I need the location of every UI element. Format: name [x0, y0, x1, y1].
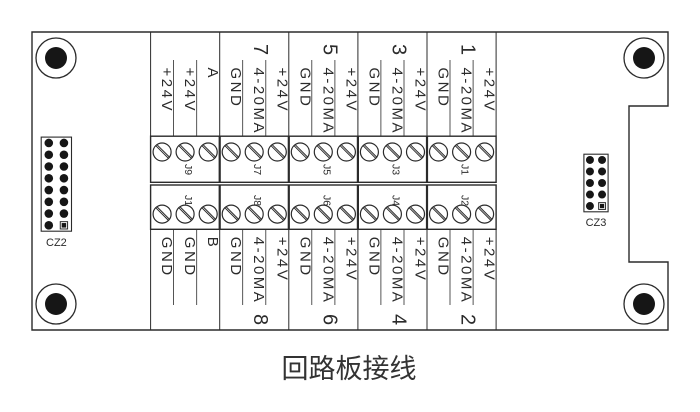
svg-text:4-20MA: 4-20MA	[458, 237, 475, 305]
svg-text:回路板接线: 回路板接线	[282, 354, 417, 384]
svg-text:J1: J1	[459, 164, 471, 175]
svg-text:4-20MA: 4-20MA	[388, 237, 405, 305]
svg-text:4-20MA: 4-20MA	[250, 237, 267, 305]
svg-text:GND: GND	[365, 68, 382, 109]
svg-text:5: 5	[318, 44, 340, 55]
svg-text:B: B	[204, 237, 221, 250]
svg-text:+24V: +24V	[481, 237, 498, 282]
svg-text:+24V: +24V	[158, 68, 175, 113]
svg-text:+24V: +24V	[273, 237, 290, 282]
svg-text:GND: GND	[365, 237, 382, 278]
svg-text:GND: GND	[296, 68, 313, 109]
svg-text:2: 2	[457, 314, 479, 325]
svg-text:8: 8	[249, 314, 271, 325]
svg-text:GND: GND	[435, 68, 452, 109]
svg-text:+24V: +24V	[481, 68, 498, 113]
svg-text:4-20MA: 4-20MA	[319, 68, 336, 136]
svg-text:J3: J3	[389, 164, 401, 175]
svg-text:GND: GND	[435, 237, 452, 278]
svg-text:GND: GND	[296, 237, 313, 278]
svg-text:7: 7	[249, 44, 271, 55]
svg-text:GND: GND	[227, 237, 244, 278]
svg-text:1: 1	[457, 44, 479, 55]
svg-text:+24V: +24V	[342, 68, 359, 113]
svg-text:GND: GND	[181, 237, 198, 278]
svg-text:4-20MA: 4-20MA	[458, 68, 475, 136]
svg-text:4-20MA: 4-20MA	[319, 237, 336, 305]
svg-text:4: 4	[387, 314, 409, 325]
svg-text:+24V: +24V	[342, 237, 359, 282]
svg-text:4-20MA: 4-20MA	[250, 68, 267, 136]
svg-text:+24V: +24V	[412, 68, 429, 113]
svg-text:A: A	[204, 68, 221, 81]
svg-text:CZ2: CZ2	[46, 237, 67, 249]
svg-text:J2: J2	[459, 195, 471, 206]
svg-text:+24V: +24V	[412, 237, 429, 282]
svg-text:CZ3: CZ3	[586, 217, 607, 229]
svg-text:J6: J6	[320, 195, 332, 206]
svg-text:GND: GND	[227, 68, 244, 109]
svg-text:3: 3	[387, 44, 409, 55]
svg-text:+24V: +24V	[273, 68, 290, 113]
svg-text:+24V: +24V	[181, 68, 198, 113]
svg-text:6: 6	[318, 314, 340, 325]
svg-text:J7: J7	[251, 164, 263, 175]
svg-text:J9: J9	[182, 164, 194, 175]
svg-text:J8: J8	[251, 195, 263, 206]
svg-text:GND: GND	[158, 237, 175, 278]
svg-text:4-20MA: 4-20MA	[388, 68, 405, 136]
svg-text:J4: J4	[389, 195, 401, 206]
svg-text:J5: J5	[320, 164, 332, 175]
